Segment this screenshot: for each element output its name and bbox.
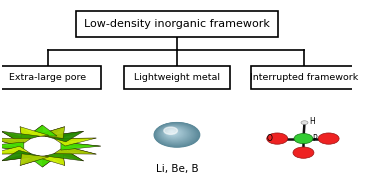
- FancyBboxPatch shape: [124, 66, 230, 89]
- FancyBboxPatch shape: [0, 66, 101, 89]
- Circle shape: [167, 129, 179, 136]
- Polygon shape: [42, 156, 57, 167]
- Circle shape: [154, 123, 200, 147]
- Circle shape: [163, 128, 185, 139]
- Polygon shape: [36, 127, 65, 135]
- Circle shape: [170, 131, 174, 133]
- Circle shape: [161, 126, 189, 141]
- Polygon shape: [28, 156, 57, 167]
- Circle shape: [158, 125, 193, 144]
- Circle shape: [294, 133, 313, 144]
- Circle shape: [165, 128, 183, 138]
- Polygon shape: [53, 154, 65, 166]
- Polygon shape: [1, 131, 40, 142]
- Polygon shape: [54, 146, 96, 154]
- Polygon shape: [0, 151, 31, 154]
- Polygon shape: [45, 131, 84, 137]
- Circle shape: [166, 129, 181, 137]
- Circle shape: [301, 121, 308, 125]
- Circle shape: [156, 124, 197, 146]
- Polygon shape: [65, 146, 96, 154]
- Polygon shape: [36, 127, 65, 138]
- Polygon shape: [45, 150, 84, 161]
- Circle shape: [157, 124, 195, 145]
- Circle shape: [163, 127, 186, 140]
- Circle shape: [163, 127, 186, 139]
- Circle shape: [166, 129, 181, 137]
- Polygon shape: [54, 138, 96, 146]
- Circle shape: [169, 131, 176, 134]
- Polygon shape: [20, 154, 49, 166]
- FancyBboxPatch shape: [75, 12, 278, 37]
- Circle shape: [160, 126, 190, 142]
- Circle shape: [165, 129, 182, 138]
- Polygon shape: [61, 142, 101, 146]
- Circle shape: [158, 125, 194, 144]
- FancyBboxPatch shape: [251, 66, 358, 89]
- Circle shape: [167, 130, 179, 136]
- Circle shape: [168, 130, 177, 135]
- Circle shape: [170, 131, 174, 133]
- Text: Interrupted framework: Interrupted framework: [250, 73, 359, 82]
- Circle shape: [159, 125, 191, 143]
- Polygon shape: [20, 127, 31, 138]
- Text: P: P: [312, 134, 317, 143]
- Circle shape: [162, 127, 187, 140]
- Circle shape: [160, 126, 191, 142]
- Circle shape: [155, 123, 198, 146]
- Circle shape: [161, 126, 188, 141]
- Circle shape: [155, 123, 199, 147]
- Polygon shape: [28, 125, 42, 136]
- Circle shape: [166, 129, 180, 136]
- Polygon shape: [0, 142, 24, 150]
- Polygon shape: [54, 138, 96, 141]
- Circle shape: [168, 130, 178, 135]
- Circle shape: [156, 124, 196, 145]
- Circle shape: [156, 123, 198, 146]
- Text: Extra-large pore: Extra-large pore: [9, 73, 86, 82]
- Polygon shape: [0, 138, 31, 146]
- Circle shape: [159, 125, 192, 143]
- Text: Low-density inorganic framework: Low-density inorganic framework: [84, 19, 270, 29]
- Polygon shape: [45, 131, 84, 142]
- Polygon shape: [0, 146, 24, 150]
- Circle shape: [169, 130, 177, 135]
- Polygon shape: [0, 138, 20, 146]
- Polygon shape: [0, 146, 31, 154]
- Text: Li, Be, B: Li, Be, B: [156, 164, 198, 174]
- Polygon shape: [63, 150, 84, 161]
- Circle shape: [171, 132, 173, 133]
- Text: Lightweight metal: Lightweight metal: [134, 73, 220, 82]
- Circle shape: [164, 128, 184, 139]
- Circle shape: [318, 133, 339, 144]
- Polygon shape: [20, 157, 49, 166]
- Polygon shape: [1, 131, 22, 142]
- Circle shape: [159, 125, 193, 143]
- Circle shape: [267, 133, 288, 144]
- Circle shape: [164, 128, 184, 138]
- Polygon shape: [20, 127, 49, 138]
- Polygon shape: [36, 154, 65, 166]
- Circle shape: [164, 127, 177, 134]
- Circle shape: [157, 124, 195, 144]
- Text: H: H: [309, 117, 315, 126]
- Circle shape: [170, 131, 175, 134]
- Polygon shape: [28, 125, 57, 136]
- Text: O: O: [266, 134, 272, 143]
- Circle shape: [162, 127, 188, 141]
- Circle shape: [293, 147, 314, 158]
- Polygon shape: [1, 150, 40, 161]
- Polygon shape: [61, 142, 101, 150]
- Polygon shape: [1, 155, 40, 161]
